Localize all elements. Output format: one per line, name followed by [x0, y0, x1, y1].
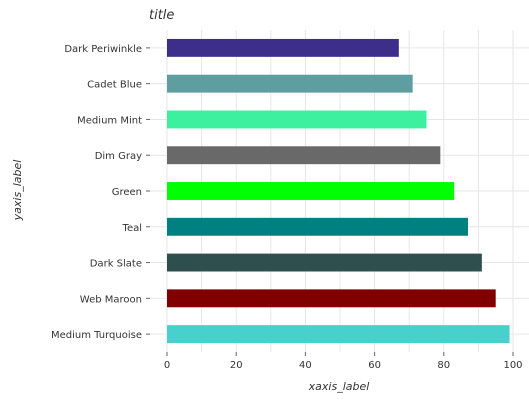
y-tick-label: Medium Turquoise — [51, 330, 142, 341]
x-tick-label: 40 — [299, 360, 312, 371]
x-tick-label: 60 — [368, 360, 381, 371]
x-tick-label: 80 — [437, 360, 450, 371]
y-tick-label: Medium Mint — [77, 115, 142, 126]
bar — [167, 74, 413, 93]
x-tick-label: 100 — [503, 360, 522, 371]
bar — [167, 289, 496, 308]
y-tick-label: Dark Periwinkle — [64, 44, 142, 55]
bar — [167, 217, 469, 236]
y-tick-label: Teal — [122, 223, 142, 234]
bars — [167, 38, 510, 344]
bar — [167, 110, 427, 129]
bar — [167, 253, 482, 272]
y-tick-label: Web Maroon — [80, 294, 142, 305]
x-tick-labels: 0 20 40 60 80 100 — [164, 352, 523, 371]
y-tick-label: Dim Gray — [95, 151, 142, 162]
x-tick-label: 20 — [230, 360, 243, 371]
y-tick-labels: Medium Turquoise Web Maroon Dark Slate Teal… — [51, 44, 150, 341]
bar — [167, 182, 455, 200]
bar — [167, 325, 510, 344]
x-tick-label: 0 — [164, 360, 170, 371]
y-axis-label: yaxis_label — [11, 160, 24, 222]
y-tick-label: Dark Slate — [90, 259, 142, 270]
x-axis-label: xaxis_label — [308, 380, 370, 393]
y-tick-label: Cadet Blue — [87, 80, 142, 91]
y-tick-label: Green — [112, 187, 142, 198]
bar — [167, 146, 441, 165]
chart-title: title — [149, 8, 174, 23]
bar — [167, 38, 399, 57]
